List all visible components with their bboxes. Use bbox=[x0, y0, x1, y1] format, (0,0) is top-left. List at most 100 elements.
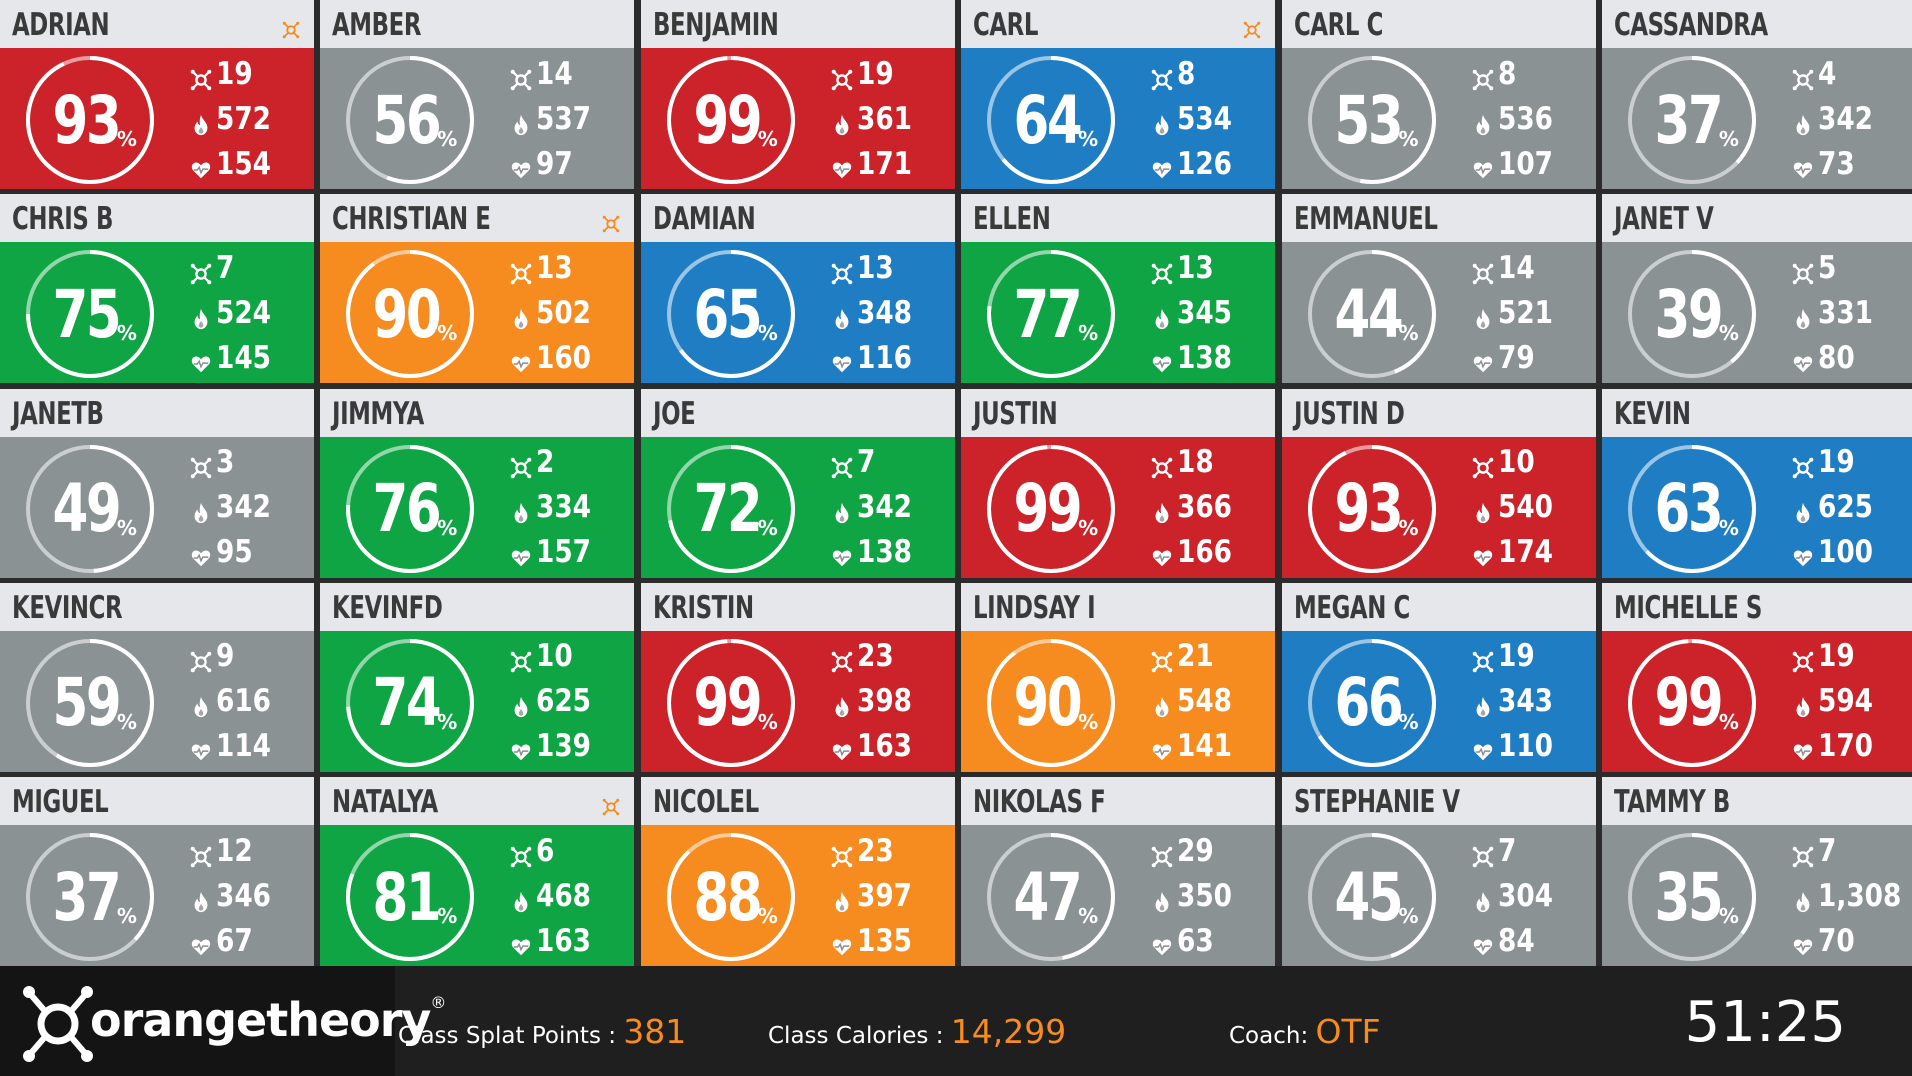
participant-stats: 7 1,308 70 bbox=[1792, 825, 1912, 963]
splat-points-stat-value: 19 bbox=[1817, 638, 1855, 675]
participant-body: 65% 13 348 116 bbox=[640, 242, 955, 384]
splat-points-stat: 12 bbox=[190, 828, 281, 873]
participant-name: MEGAN C bbox=[1293, 589, 1410, 626]
splat-icon bbox=[1472, 257, 1494, 285]
calories-stat-value: 625 bbox=[536, 683, 592, 720]
max-hr-ring bbox=[1307, 444, 1436, 573]
heart-rate-stat: 100 bbox=[1792, 530, 1883, 575]
participant-stats: 19 361 171 bbox=[831, 48, 922, 186]
splat-points-stat: 7 bbox=[1792, 828, 1912, 873]
splat-points-stat-value: 13 bbox=[536, 249, 574, 286]
percent-symbol: % bbox=[757, 127, 778, 151]
max-hr-percent: 49% bbox=[23, 442, 157, 576]
percent-value: 35 bbox=[1654, 858, 1723, 936]
calories-stat-value: 397 bbox=[856, 877, 912, 914]
heart-rate-stat: 80 bbox=[1792, 335, 1883, 380]
max-hr-percent: 65% bbox=[664, 247, 798, 381]
participant-name: CARL C bbox=[1293, 7, 1383, 43]
calories-stat-value: 361 bbox=[856, 100, 912, 137]
percent-value: 44 bbox=[1334, 275, 1403, 353]
participant-name: JANETB bbox=[12, 395, 104, 432]
heart-rate-stat: 174 bbox=[1472, 530, 1563, 575]
heart-rate-stat-value: 160 bbox=[536, 339, 592, 376]
heart-rate-icon bbox=[510, 541, 532, 567]
heart-rate-icon bbox=[190, 541, 212, 567]
splat-points-stat: 13 bbox=[510, 245, 601, 290]
participant-name: EMMANUEL bbox=[1293, 201, 1438, 238]
splat-icon bbox=[831, 840, 853, 867]
flame-icon bbox=[190, 690, 212, 718]
participant-body: 77% 13 345 138 bbox=[961, 242, 1276, 384]
participant-stats: 13 502 160 bbox=[510, 242, 601, 380]
heart-rate-icon bbox=[1792, 153, 1814, 178]
heart-rate-stat-value: 100 bbox=[1817, 534, 1873, 570]
max-hr-ring bbox=[1627, 833, 1756, 961]
splat-points-stat: 8 bbox=[1151, 51, 1242, 96]
calories-stat: 1,308 bbox=[1792, 873, 1912, 918]
percent-value: 77 bbox=[1013, 275, 1083, 353]
percent-symbol: % bbox=[116, 709, 137, 734]
max-hr-percent: 75% bbox=[23, 247, 157, 381]
percent-symbol: % bbox=[1078, 321, 1099, 346]
splat-points-stat-value: 18 bbox=[1177, 444, 1214, 480]
max-hr-ring bbox=[666, 638, 795, 767]
max-hr-ring bbox=[26, 833, 154, 961]
flame-icon bbox=[831, 108, 853, 135]
splat-icon bbox=[1472, 451, 1494, 479]
percent-value: 66 bbox=[1334, 664, 1403, 742]
max-hr-percent: 45% bbox=[1305, 830, 1439, 964]
splat-points-stat-value: 19 bbox=[856, 55, 894, 92]
splat-icon bbox=[1472, 63, 1494, 90]
max-hr-ring bbox=[666, 250, 795, 379]
percent-symbol: % bbox=[116, 904, 137, 928]
flame-icon bbox=[831, 885, 853, 912]
calories-stat: 304 bbox=[1472, 873, 1563, 918]
participant-body: 53% 8 536 107 bbox=[1281, 48, 1596, 189]
participant-name: LINDSAY I bbox=[973, 589, 1096, 626]
max-hr-percent: 72% bbox=[664, 442, 798, 576]
participant-body: 37% 4 342 73 bbox=[1601, 48, 1912, 189]
max-hr-percent: 93% bbox=[1305, 442, 1439, 576]
heart-rate-stat-value: 145 bbox=[216, 339, 272, 376]
flame-icon bbox=[510, 496, 532, 524]
calories-stat-value: 534 bbox=[1177, 100, 1233, 137]
participant-stats: 7 342 138 bbox=[831, 437, 922, 575]
participant-name: CARL bbox=[973, 7, 1039, 43]
heart-rate-icon bbox=[510, 347, 532, 372]
participant-body: 90% 21 548 141 bbox=[961, 630, 1276, 772]
participant-tile: MICHELLE S 99% 19 594 170 bbox=[1601, 582, 1912, 772]
percent-symbol: % bbox=[437, 904, 458, 928]
calories-stat: 397 bbox=[831, 873, 922, 918]
max-hr-percent: 99% bbox=[1625, 636, 1759, 770]
max-hr-ring bbox=[346, 444, 475, 573]
percent-value: 93 bbox=[52, 81, 121, 159]
splat-icon bbox=[190, 63, 212, 90]
calories-stat-value: 334 bbox=[536, 489, 592, 525]
heart-rate-stat-value: 97 bbox=[536, 145, 574, 182]
percent-value: 65 bbox=[693, 275, 762, 353]
participant-stats: 13 345 138 bbox=[1151, 242, 1242, 380]
heart-rate-stat-value: 170 bbox=[1817, 728, 1873, 765]
heart-rate-stat: 145 bbox=[190, 335, 281, 380]
max-hr-ring bbox=[1627, 56, 1756, 184]
percent-value: 72 bbox=[693, 470, 762, 547]
splat-points-stat-value: 13 bbox=[1177, 249, 1214, 286]
flame-icon bbox=[831, 302, 853, 329]
participant-name: MICHELLE S bbox=[1613, 589, 1762, 626]
max-hr-percent: 99% bbox=[664, 636, 798, 770]
max-hr-ring bbox=[1307, 638, 1436, 767]
participant-body: 76% 2 334 157 bbox=[320, 436, 635, 578]
participant-tile: ELLEN 77% 13 345 138 bbox=[961, 194, 1276, 384]
splat-points-stat-value: 19 bbox=[216, 55, 253, 92]
participant-stats: 19 625 100 bbox=[1792, 437, 1883, 575]
calories-stat: 502 bbox=[510, 290, 601, 335]
participant-stats: 29 350 63 bbox=[1151, 825, 1242, 963]
participant-header: NATALYA bbox=[320, 777, 635, 825]
participant-name: NICOLEL bbox=[652, 784, 759, 820]
splat-icon bbox=[190, 645, 212, 673]
participant-stats: 10 540 174 bbox=[1472, 437, 1563, 575]
flame-icon bbox=[190, 885, 212, 912]
calories-stat-value: 536 bbox=[1497, 100, 1553, 137]
splat-points-stat-value: 3 bbox=[216, 444, 235, 480]
heart-rate-stat-value: 79 bbox=[1497, 339, 1535, 376]
